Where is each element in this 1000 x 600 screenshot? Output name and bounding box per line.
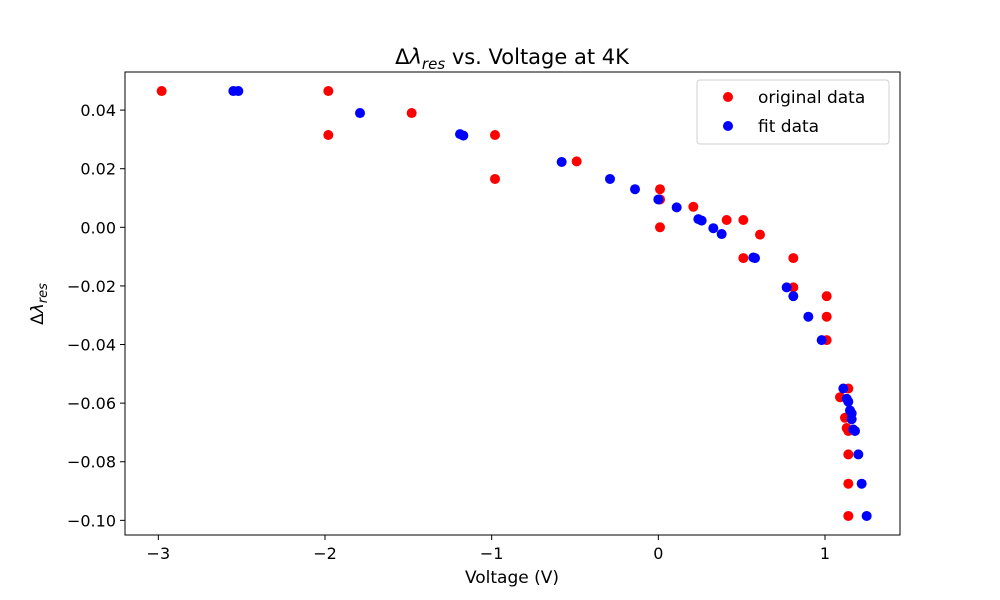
data-point-fit-data — [788, 291, 799, 302]
plot-frame — [124, 71, 901, 536]
data-point-original-data — [788, 253, 799, 264]
y-tick-label: −0.10 — [67, 511, 116, 530]
x-tick-label: 0 — [653, 544, 663, 563]
data-point-original-data — [843, 449, 854, 460]
y-tick-label: −0.06 — [67, 394, 116, 413]
data-point-fit-data — [556, 156, 567, 167]
x-tick-label: −2 — [313, 544, 337, 563]
data-point-fit-data — [716, 229, 727, 240]
data-point-fit-data — [653, 194, 664, 205]
data-point-original-data — [655, 184, 665, 195]
data-point-original-data — [821, 311, 832, 322]
data-point-fit-data — [856, 478, 867, 489]
y-tick-label: 0.00 — [80, 218, 116, 237]
data-point-fit-data — [781, 282, 792, 293]
y-tick-label: −0.08 — [67, 453, 116, 472]
data-point-fit-data — [355, 108, 365, 119]
x-tick-label: −1 — [480, 544, 504, 563]
data-point-fit-data — [696, 215, 707, 226]
data-point-original-data — [323, 86, 334, 97]
y-tick-label: −0.02 — [67, 277, 116, 296]
y-axis-label: Δλres — [28, 283, 51, 325]
data-point-original-data — [156, 86, 167, 97]
y-tick-label: −0.04 — [67, 336, 116, 355]
data-point-fit-data — [803, 311, 814, 322]
data-point-original-data — [688, 201, 699, 212]
data-points — [156, 86, 872, 521]
data-point-fit-data — [233, 86, 244, 97]
chart-legend: original data fit data — [696, 79, 890, 145]
data-point-fit-data — [853, 449, 864, 460]
data-point-original-data — [571, 156, 582, 167]
data-point-original-data — [655, 222, 665, 233]
data-point-fit-data — [605, 173, 615, 184]
legend-box — [696, 79, 890, 145]
data-point-fit-data — [708, 223, 719, 234]
data-point-original-data — [738, 214, 749, 225]
legend-label-original-data: original data — [758, 88, 865, 108]
data-point-original-data — [490, 130, 500, 140]
x-tick-label: −3 — [147, 544, 171, 563]
plot-area — [125, 72, 900, 535]
legend-label-fit-data: fit data — [758, 117, 819, 137]
legend-marker-fit-data — [723, 121, 733, 131]
x-axis-label: Voltage (V) — [465, 568, 559, 588]
data-point-fit-data — [630, 184, 640, 195]
data-point-original-data — [843, 510, 854, 521]
data-point-fit-data — [671, 202, 682, 213]
data-point-fit-data — [850, 425, 860, 436]
data-point-fit-data — [846, 414, 857, 425]
data-point-original-data — [323, 130, 334, 140]
data-point-fit-data — [816, 335, 827, 346]
axes: −3 −2 −1 0 1 0.04 0.02 0.00 −0.02 −0.04 −0.06 −0.08… — [67, 71, 901, 563]
y-tick-label: 0.04 — [80, 101, 116, 120]
data-point-original-data — [406, 108, 417, 119]
x-tick-label: 1 — [820, 544, 830, 563]
data-point-original-data — [721, 214, 732, 225]
legend-marker-original-data — [723, 92, 733, 102]
y-tick-label: 0.02 — [80, 160, 116, 179]
data-point-original-data — [821, 291, 832, 302]
data-point-original-data — [738, 253, 749, 264]
data-point-fit-data — [838, 383, 849, 394]
plot-background — [125, 72, 900, 535]
data-point-fit-data — [843, 396, 854, 407]
data-point-original-data — [755, 229, 765, 240]
data-point-original-data — [490, 173, 500, 184]
data-point-fit-data — [861, 510, 872, 521]
chart-title: Δλres vs. Voltage at 4K — [395, 45, 630, 73]
data-point-fit-data — [750, 253, 760, 264]
data-point-fit-data — [458, 130, 469, 141]
data-point-original-data — [843, 478, 854, 489]
